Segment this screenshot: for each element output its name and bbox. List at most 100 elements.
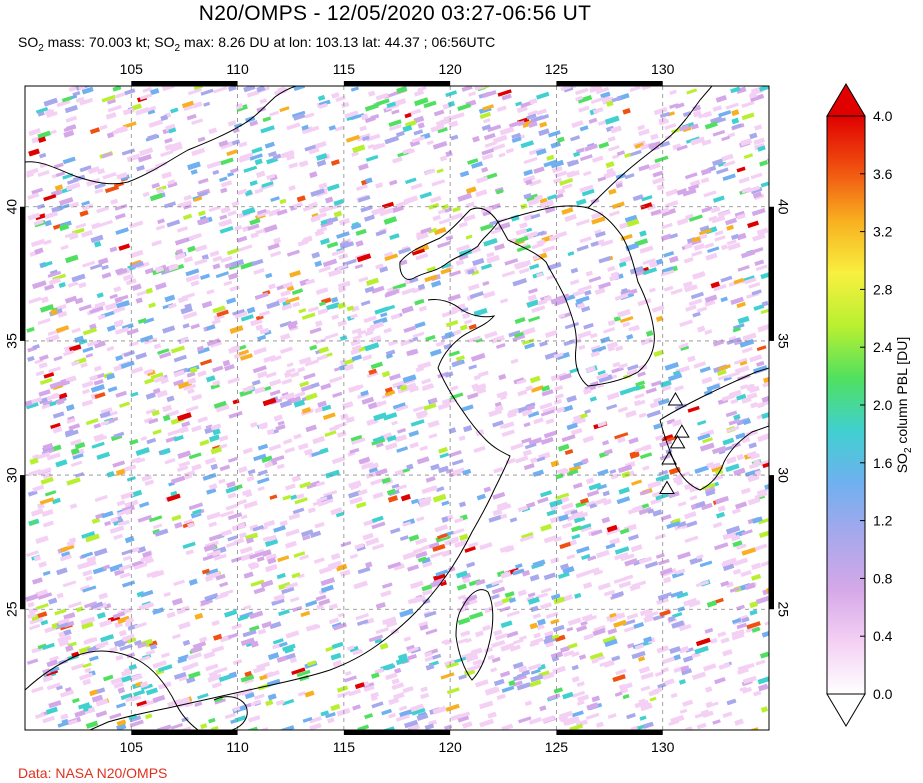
so2-pixel — [417, 86, 427, 92]
so2-pixel — [204, 593, 219, 601]
so2-pixel — [521, 327, 536, 336]
so2-pixel — [28, 148, 40, 157]
so2-pixel — [123, 350, 136, 358]
so2-pixel — [26, 550, 39, 558]
so2-pixel — [760, 271, 769, 280]
so2-pixel — [699, 560, 713, 568]
so2-pixel — [571, 710, 584, 718]
so2-pixel — [768, 686, 769, 695]
so2-pixel — [375, 182, 384, 189]
so2-pixel — [553, 398, 563, 405]
so2-mass-prefix: SO — [18, 34, 39, 50]
so2-pixel — [512, 680, 523, 687]
so2-pixel — [562, 404, 574, 413]
so2-pixel — [629, 450, 640, 458]
so2-pixel — [130, 695, 142, 702]
so2-pixel — [746, 185, 760, 194]
so2-pixel — [283, 652, 296, 661]
so2-pixel — [174, 252, 186, 261]
so2-pixel — [722, 649, 733, 657]
so2-pixel — [183, 256, 194, 263]
so2-pixel — [78, 702, 91, 710]
so2-pixel — [109, 563, 124, 573]
so2-pixel — [240, 552, 255, 562]
so2-pixel — [536, 623, 545, 631]
so2-pixel — [539, 705, 547, 712]
so2-pixel — [638, 164, 650, 172]
so2-pixel — [609, 469, 617, 475]
so2-pixel — [558, 514, 569, 522]
so2-pixel — [256, 86, 266, 93]
so2-pixel — [590, 350, 600, 358]
so2-pixel — [220, 529, 233, 537]
so2-pixel — [306, 529, 314, 536]
so2-pixel — [25, 593, 39, 602]
so2-pixel — [309, 722, 322, 730]
so2-pixel — [26, 172, 34, 178]
so2-pixel — [80, 616, 96, 626]
so2-pixel — [220, 180, 233, 188]
so2-pixel — [192, 508, 202, 515]
so2-pixel — [684, 511, 697, 520]
so2-pixel — [396, 86, 408, 94]
so2-pixel — [331, 159, 340, 166]
so2-pixel — [638, 412, 647, 419]
so2-pixel — [177, 608, 186, 615]
coast-taiwan — [455, 589, 494, 681]
so2-pixel — [174, 521, 183, 529]
so2-pixel — [577, 330, 592, 339]
so2-pixel — [81, 399, 94, 407]
so2-pixel — [648, 141, 661, 149]
so2-pixel — [171, 514, 182, 522]
colorbar-label: SO2 column PBL [DU] — [894, 337, 914, 474]
so2-pixel — [683, 597, 698, 607]
so2-pixel — [749, 93, 765, 103]
so2-pixel-layer — [25, 86, 769, 730]
so2-pixel — [44, 283, 55, 291]
so2-pixel — [759, 651, 769, 659]
so2-pixel — [269, 110, 280, 117]
lon-tick-label-top: 125 — [545, 61, 569, 77]
so2-pixel — [595, 87, 610, 95]
so2-pixel — [213, 86, 228, 94]
so2-pixel — [244, 692, 255, 700]
so2-pixel — [517, 405, 530, 414]
map-title: N20/OMPS - 12/05/2020 03:27-06:56 UT — [198, 2, 592, 25]
so2-pixel — [768, 383, 769, 391]
so2-pixel — [742, 332, 757, 342]
so2-pixel — [622, 619, 636, 627]
so2-pixel — [211, 681, 222, 689]
so2-pixel — [539, 121, 548, 128]
so2-pixel — [511, 136, 522, 144]
so2-pixel — [98, 592, 109, 600]
so2-pixel — [93, 433, 105, 440]
so2-pixel — [523, 463, 535, 471]
so2-pixel — [517, 674, 527, 681]
so2-pixel — [739, 338, 755, 348]
so2-pixel — [205, 424, 213, 430]
so2-pixel — [621, 287, 628, 294]
so2-pixel — [739, 360, 748, 366]
so2-pixel — [609, 616, 618, 623]
so2-pixel — [507, 410, 517, 419]
so2-pixel — [639, 608, 653, 617]
so2-pixel — [46, 682, 61, 691]
volcano-triangle-icon — [659, 480, 675, 494]
so2-pixel — [597, 468, 609, 477]
so2-pixel — [635, 380, 646, 387]
so2-pixel — [516, 682, 531, 691]
so2-pixel — [755, 595, 769, 605]
so2-pixel — [661, 222, 673, 230]
so2-pixel — [585, 500, 596, 508]
colorbar-tick-label: 2.4 — [873, 339, 893, 355]
so2-pixel — [465, 637, 472, 644]
so2-pixel — [370, 335, 382, 343]
so2-pixel — [696, 419, 707, 426]
so2-pixel — [216, 309, 229, 318]
so2-pixel — [211, 550, 219, 557]
so2-pixel — [530, 668, 541, 675]
so2-pixel — [660, 269, 675, 277]
so2-pixel — [634, 399, 642, 407]
so2-pixel — [468, 579, 481, 587]
so2-pixel — [596, 655, 605, 662]
